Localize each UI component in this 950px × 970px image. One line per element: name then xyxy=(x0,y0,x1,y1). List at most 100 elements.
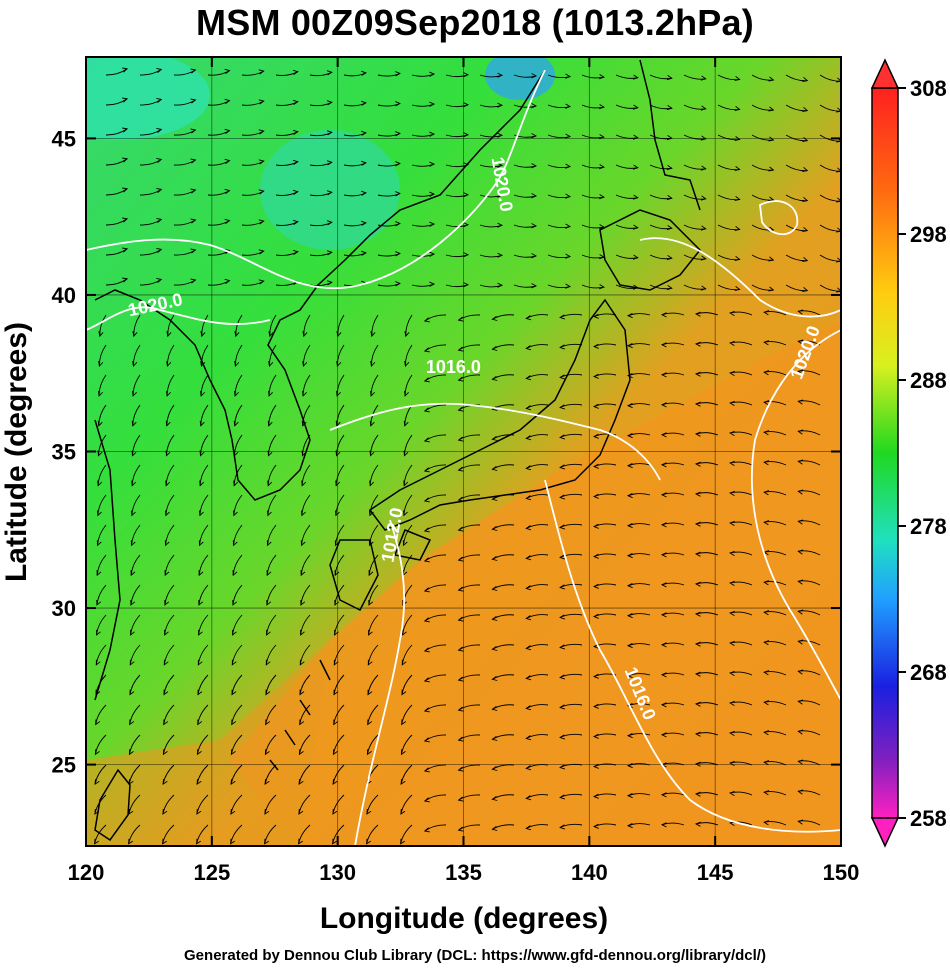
wind-arrowhead xyxy=(292,249,299,255)
wind-arrowhead xyxy=(525,825,532,831)
wind-arrowhead xyxy=(162,808,168,815)
wind-arrowhead xyxy=(626,583,633,589)
wind-arrowhead xyxy=(423,827,430,833)
wind-arrowhead xyxy=(423,467,430,473)
wind-arrowhead xyxy=(224,248,231,254)
wind-arrowhead xyxy=(197,659,203,666)
wind-arrowhead xyxy=(265,689,271,696)
wind-arrowhead xyxy=(559,614,566,620)
wind-arrowhead xyxy=(836,167,841,173)
wind-arrowhead xyxy=(457,646,464,652)
x-tick-label: 140 xyxy=(571,860,608,885)
wind-arrowhead xyxy=(368,629,373,636)
wind-arrowhead xyxy=(234,331,240,338)
wind-arrowhead xyxy=(491,525,498,531)
wind-arrowhead xyxy=(395,191,401,197)
wind-arrowhead xyxy=(326,160,333,166)
wind-arrowhead xyxy=(593,523,599,529)
wind-arrowhead xyxy=(531,163,538,169)
wind-arrowhead xyxy=(224,128,231,134)
wind-arrowhead xyxy=(423,707,430,713)
wind-arrowhead xyxy=(423,767,430,773)
wind-arrowhead xyxy=(368,570,374,577)
wind-arrowhead xyxy=(457,826,464,832)
wind-arrowhead xyxy=(729,610,735,616)
wind-arrowhead xyxy=(694,521,701,527)
wind-arrowhead xyxy=(463,222,470,228)
wind-arrowhead xyxy=(700,75,707,81)
wind-arrowhead xyxy=(98,331,104,338)
wind-arrowhead xyxy=(404,390,409,397)
wind-arrowhead xyxy=(268,361,274,367)
wind-arrowhead xyxy=(404,361,410,367)
colorbar-top-arrow xyxy=(870,58,900,89)
wind-arrowhead xyxy=(334,540,340,547)
wind-arrowhead xyxy=(802,106,809,112)
wind-arrowhead xyxy=(525,495,532,501)
wind-arrowhead xyxy=(258,159,265,165)
wind-arrowhead xyxy=(423,377,430,383)
wind-arrowhead xyxy=(190,278,197,284)
wind-arrowhead xyxy=(729,430,735,436)
wind-arrowhead xyxy=(335,510,340,517)
wind-arrowhead xyxy=(401,719,407,726)
wind-arrowhead xyxy=(423,587,430,593)
wind-arrowhead xyxy=(525,405,532,411)
wind-arrowhead xyxy=(230,808,236,815)
wind-arrowhead xyxy=(559,794,566,800)
wind-arrowhead xyxy=(156,217,163,224)
wind-arrowhead xyxy=(626,493,633,499)
wind-arrowhead xyxy=(224,278,231,284)
wind-arrowhead xyxy=(164,540,170,547)
wind-arrowhead xyxy=(429,191,436,197)
wind-arrowhead xyxy=(231,719,237,726)
isobar-label: 1016.0 xyxy=(426,357,481,377)
wind-arrowhead xyxy=(395,221,401,227)
wind-arrowhead xyxy=(525,525,532,531)
wind-arrowhead xyxy=(199,480,205,487)
wind-arrowhead xyxy=(166,361,172,367)
wind-arrowhead xyxy=(660,432,667,438)
wind-arrowhead xyxy=(559,704,566,710)
wind-arrowhead xyxy=(163,659,169,666)
wind-arrowhead xyxy=(525,735,532,741)
wind-arrowhead xyxy=(361,160,367,166)
wind-arrowhead xyxy=(525,675,532,681)
wind-arrowhead xyxy=(797,399,804,405)
wind-arrowhead xyxy=(763,760,770,766)
wind-arrowhead xyxy=(361,100,367,106)
wind-arrowhead xyxy=(266,540,272,547)
wind-arrowhead xyxy=(457,376,464,382)
wind-arrowhead xyxy=(166,390,171,397)
wind-arrowhead xyxy=(491,555,498,561)
wind-arrowhead xyxy=(797,459,804,465)
wind-arrowhead xyxy=(457,586,464,592)
wind-arrowhead xyxy=(626,403,633,409)
wind-arrowhead xyxy=(129,719,135,726)
wind-arrowhead xyxy=(301,450,307,457)
wind-arrowhead xyxy=(96,540,102,547)
wind-arrowhead xyxy=(370,390,375,397)
wind-arrowhead xyxy=(525,705,532,711)
wind-arrowhead xyxy=(768,166,775,172)
x-tick-label: 120 xyxy=(68,860,105,885)
wind-arrowhead xyxy=(122,217,129,223)
wind-arrowhead xyxy=(403,450,409,457)
wind-arrowhead xyxy=(531,73,538,79)
wind-arrowhead xyxy=(763,310,770,316)
wind-arrowhead xyxy=(797,729,804,735)
colorbar: 308 298 288 278 268 258 xyxy=(870,58,947,848)
wind-arrowhead xyxy=(525,645,532,651)
wind-arrowhead xyxy=(457,766,464,772)
wind-arrowhead xyxy=(156,67,163,74)
wind-arrowhead xyxy=(700,225,707,231)
wind-arrowhead xyxy=(797,639,804,645)
wind-arrowhead xyxy=(626,673,633,679)
wind-arrowhead xyxy=(368,540,374,547)
y-tick-label: 25 xyxy=(52,753,76,778)
wind-arrowhead xyxy=(632,164,639,170)
wind-arrowhead xyxy=(429,281,436,287)
wind-arrowhead xyxy=(626,433,633,439)
wind-arrowhead xyxy=(694,341,701,347)
wind-arrowhead xyxy=(369,510,374,517)
